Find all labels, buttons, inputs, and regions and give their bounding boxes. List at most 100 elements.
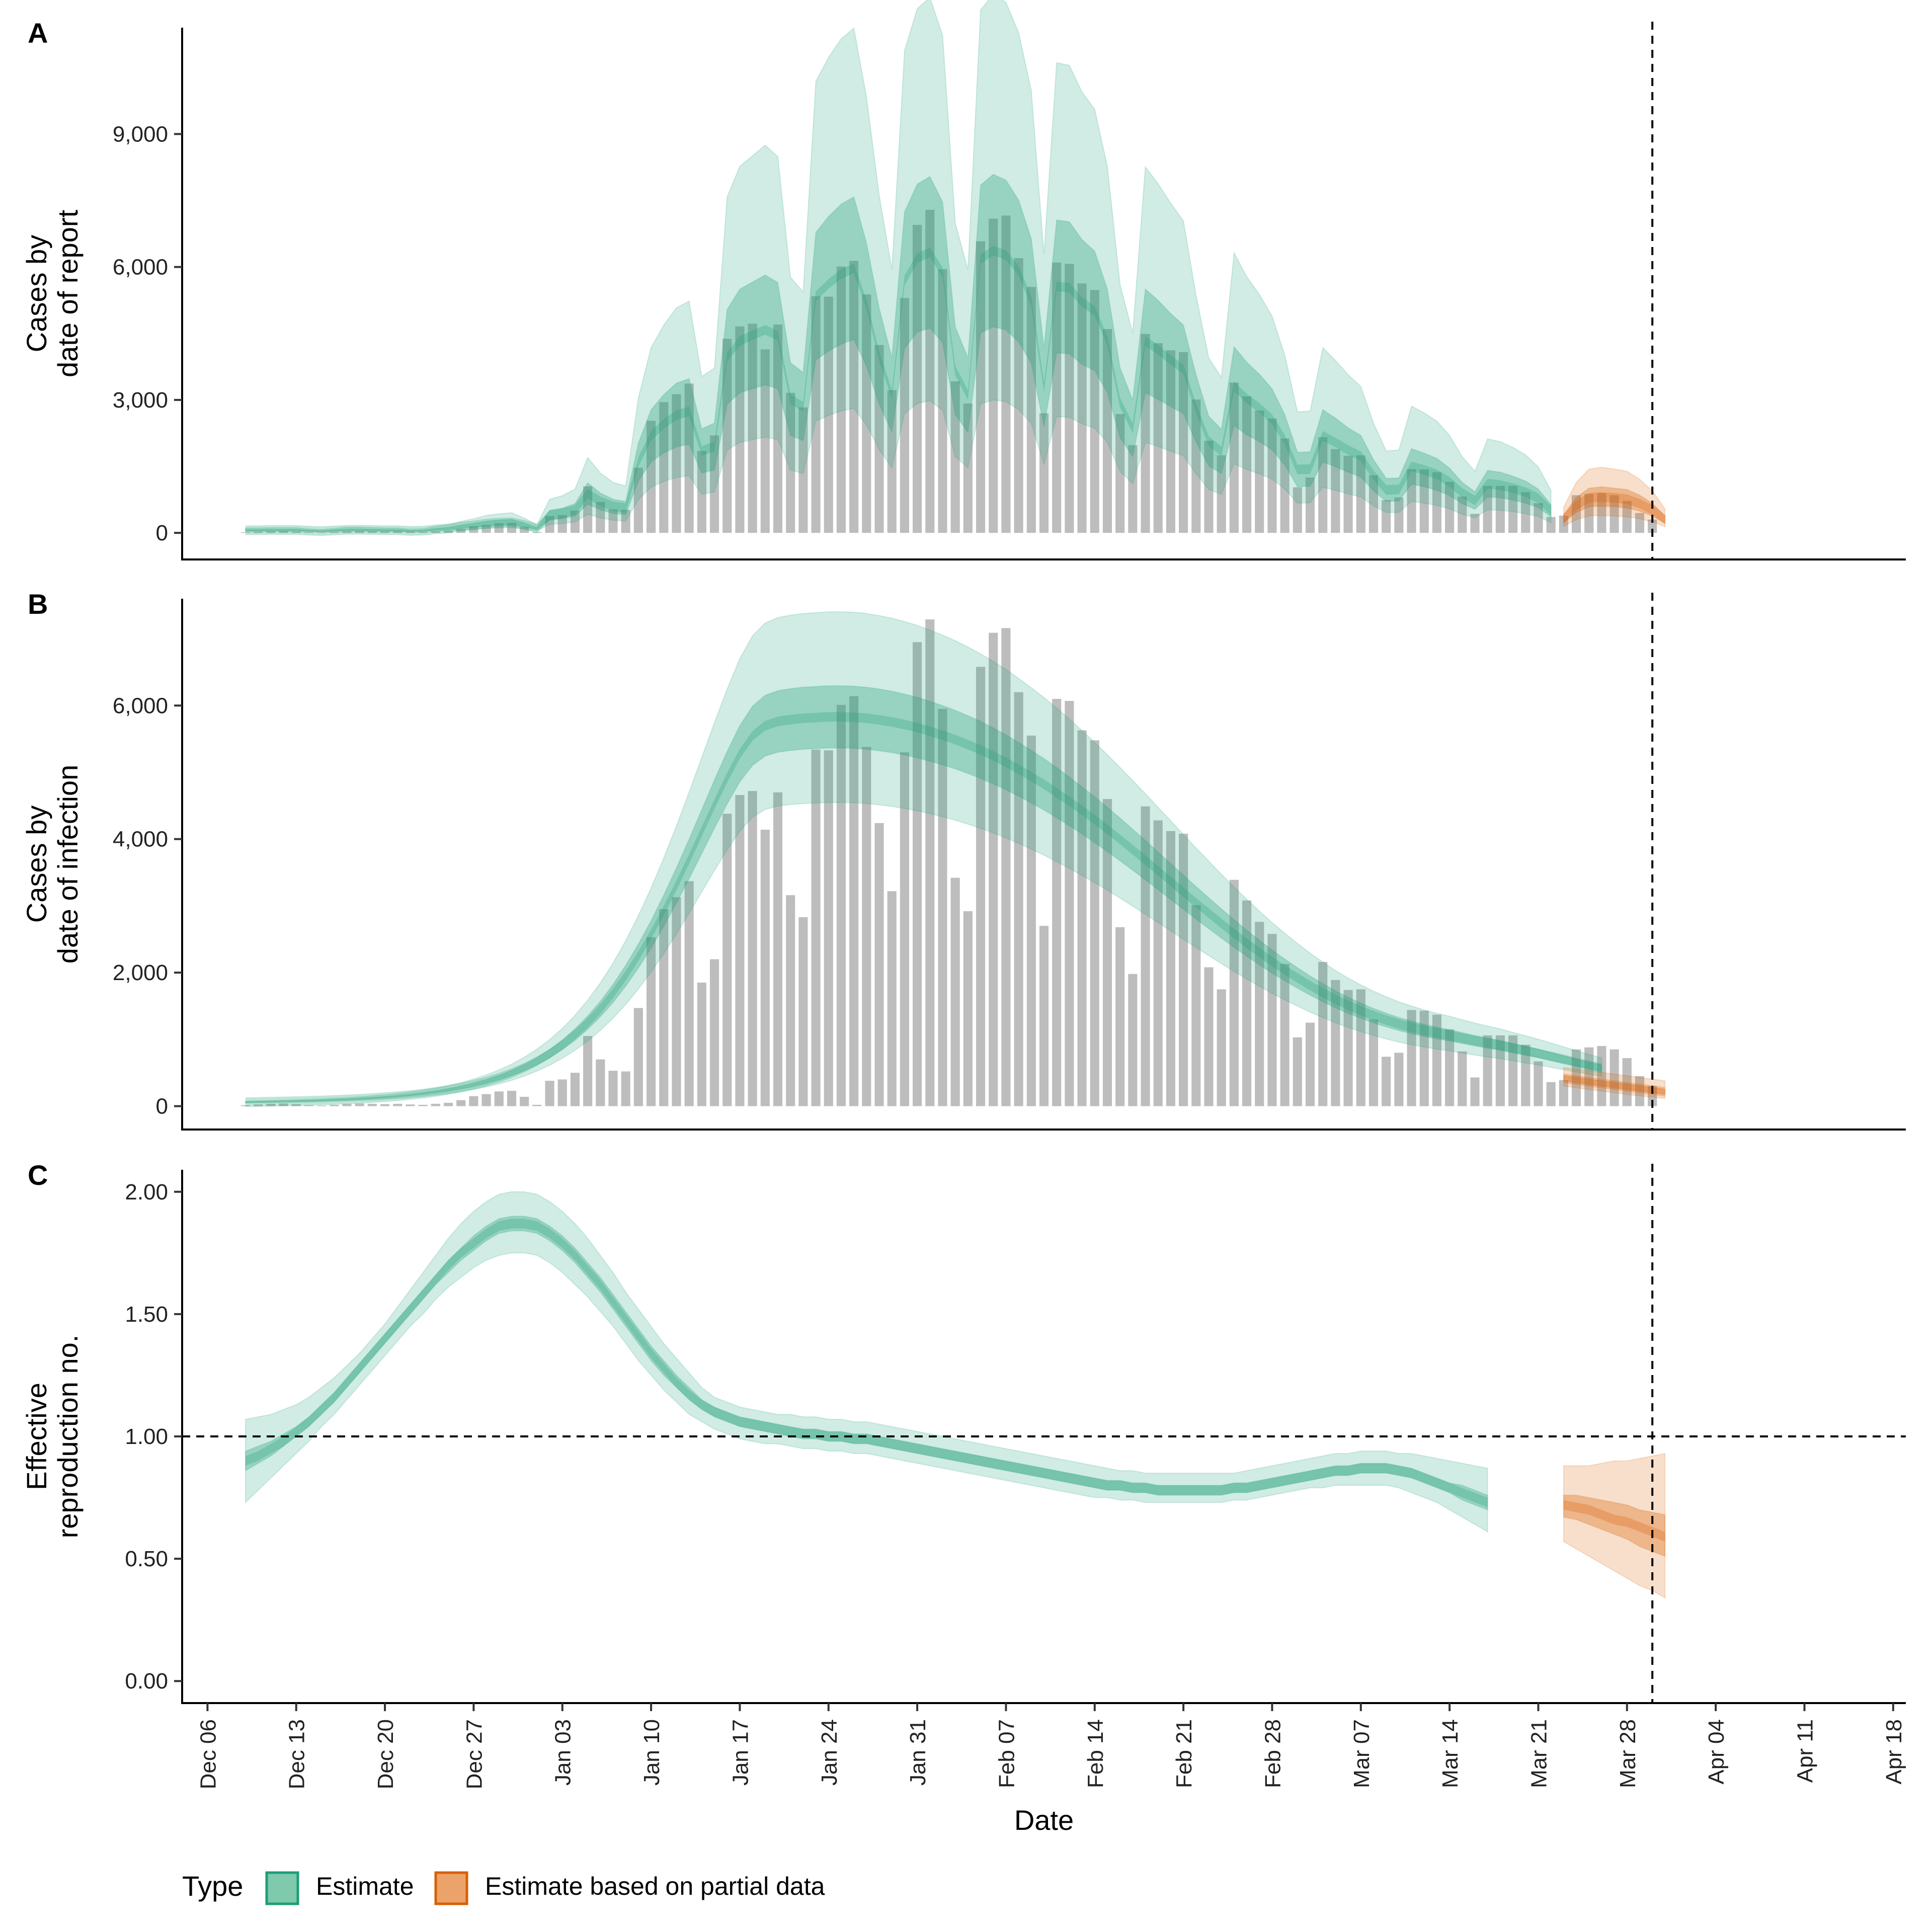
- count-bar: [583, 486, 593, 533]
- count-bar: [1179, 352, 1188, 533]
- panel-b-cases-by-infection: 0 2,000 4,000 6,000 Cases bydate of infectio…: [21, 588, 1906, 1131]
- count-bar: [431, 1103, 440, 1106]
- count-bar: [494, 523, 504, 533]
- count-bar: [1609, 1049, 1619, 1106]
- estimate-90-interval: [245, 1191, 1488, 1533]
- estimate-90-interval: [245, 611, 1602, 1104]
- count-bar: [1559, 1080, 1568, 1106]
- count-bar: [557, 515, 567, 533]
- count-bar: [913, 224, 922, 533]
- legend-swatch-partial: [434, 1871, 468, 1905]
- count-bar: [672, 897, 681, 1106]
- y-tick-label: 6,000: [113, 255, 168, 280]
- partial-median-band: [1563, 492, 1665, 525]
- count-bar: [532, 1104, 542, 1106]
- panel-tag: A: [28, 17, 48, 49]
- count-bar: [1267, 418, 1277, 533]
- count-bar: [1622, 501, 1632, 533]
- count-bar: [1508, 486, 1518, 533]
- count-bar: [1128, 445, 1138, 533]
- count-bar: [481, 1094, 491, 1106]
- x-tick-label: Apr 11: [1793, 1719, 1817, 1783]
- count-bar: [1318, 437, 1328, 533]
- count-bar: [963, 403, 973, 533]
- count-bar: [811, 296, 821, 533]
- count-bar: [900, 298, 909, 533]
- count-bar: [874, 823, 884, 1106]
- count-bar: [1026, 736, 1036, 1106]
- count-bar: [1458, 1051, 1467, 1106]
- count-bar: [1483, 486, 1492, 533]
- count-bar: [1217, 989, 1226, 1106]
- count-bar: [1141, 806, 1150, 1106]
- count-bar: [545, 516, 554, 533]
- count-bar: [317, 532, 327, 533]
- x-tick-label: Feb 21: [1172, 1719, 1196, 1788]
- y-axis-title: Cases bydate of infection: [21, 765, 84, 963]
- count-bar: [1039, 413, 1049, 533]
- y-tick-label: 0: [156, 1094, 168, 1119]
- count-bar: [443, 1102, 453, 1106]
- count-bar: [456, 1100, 466, 1106]
- count-bar: [1521, 1044, 1531, 1106]
- legend-label-partial: Estimate based on partial data: [485, 1872, 825, 1900]
- count-bar: [291, 1104, 301, 1106]
- count-bar: [1534, 1061, 1543, 1106]
- count-bar: [1001, 215, 1011, 533]
- count-bar: [1280, 963, 1290, 1106]
- count-bar: [1166, 831, 1175, 1106]
- count-bar: [1546, 1082, 1556, 1106]
- count-bar: [1407, 469, 1416, 533]
- count-bar: [1001, 628, 1011, 1106]
- count-bar: [1343, 455, 1353, 533]
- count-bar: [304, 1105, 313, 1106]
- count-bar: [950, 877, 960, 1106]
- count-bar: [380, 531, 390, 533]
- panel-c-reproduction-number: 0.00 0.50 1.00 1.50 2.00 Effectivereproductio…: [21, 1159, 1906, 1704]
- count-bar: [254, 531, 263, 533]
- count-bar: [684, 383, 694, 533]
- count-bar: [1255, 411, 1264, 533]
- count-bar: [773, 325, 783, 533]
- y-tick-label: 6,000: [113, 693, 168, 718]
- count-bar: [393, 531, 403, 533]
- count-bar: [1419, 469, 1429, 533]
- x-tick-label: Mar 21: [1526, 1719, 1551, 1788]
- count-bar: [1052, 699, 1062, 1106]
- count-bar: [557, 1079, 567, 1106]
- count-bar: [469, 1096, 478, 1106]
- count-bar: [647, 421, 656, 533]
- count-bar: [1356, 455, 1365, 533]
- count-bar: [1648, 1086, 1657, 1106]
- partial-50-interval: [1563, 486, 1666, 524]
- count-bar: [722, 814, 732, 1106]
- x-tick-label: Jan 03: [551, 1719, 576, 1786]
- count-bar: [1483, 1035, 1492, 1106]
- count-bar: [1382, 1057, 1391, 1106]
- count-bar: [621, 510, 630, 533]
- count-bar: [1014, 692, 1023, 1106]
- count-bar: [330, 532, 339, 533]
- count-bar: [1635, 1076, 1645, 1106]
- count-bar: [1432, 472, 1441, 533]
- count-bar: [1648, 519, 1657, 533]
- count-bar: [596, 1059, 605, 1106]
- x-tick-label: Jan 17: [728, 1719, 753, 1786]
- count-bar: [545, 1081, 554, 1106]
- count-bar: [925, 619, 935, 1106]
- count-bar: [989, 632, 998, 1106]
- count-bar: [1597, 493, 1606, 533]
- count-bar: [824, 750, 833, 1106]
- count-bar: [1191, 905, 1201, 1106]
- count-bar: [330, 1104, 339, 1106]
- count-bar: [773, 792, 783, 1106]
- x-axis: Dec 06 Dec 13 Dec 20 Dec 27 Jan 03 Jan 10 Jan …: [196, 1703, 1906, 1789]
- count-bar: [418, 532, 428, 533]
- count-bar: [443, 530, 453, 533]
- count-bar: [1204, 440, 1214, 533]
- partial-90-interval: [1563, 1067, 1666, 1099]
- count-bar: [1432, 1014, 1441, 1106]
- count-bar: [1039, 926, 1049, 1106]
- count-bar: [786, 392, 795, 533]
- count-bar: [709, 435, 719, 533]
